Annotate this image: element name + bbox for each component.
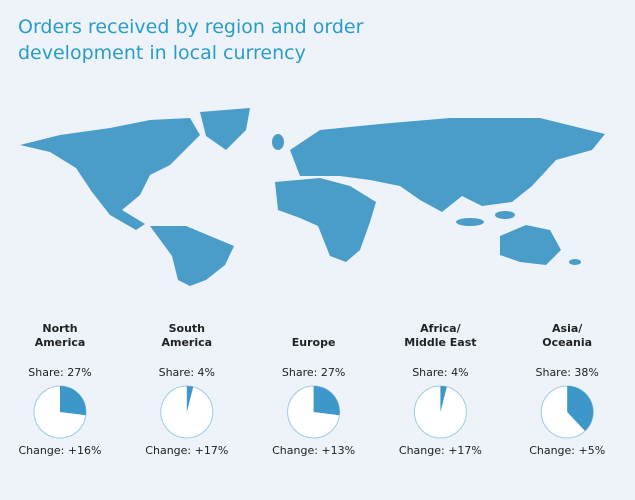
change-label: Change: +17% [398,444,482,457]
change-label: Change: +17% [145,444,229,457]
title: Orders received by region and order deve… [18,16,364,64]
region-label: North America [34,322,86,349]
pie-slice [313,386,340,416]
share-label: Share: 4% [158,366,215,379]
change-label: Change: +13% [272,444,356,457]
share-label: Share: 27% [281,366,346,379]
change-label: Change: +5% [529,444,606,457]
pie-slice [440,386,447,412]
share-label: Share: 27% [28,366,92,379]
change-label: Change: +16% [18,444,102,457]
pie-slice [186,386,194,412]
region-label: Asia/ Oceania [542,322,593,349]
share-label: Share: 38% [535,366,599,379]
world-map [20,108,605,286]
pie-slice [60,386,86,416]
region-label: Africa/ Middle East [404,322,477,349]
region-label: South America [161,322,213,349]
pie-slice [567,386,594,431]
share-label: Share: 4% [412,366,469,379]
region-label: Europe [291,336,336,349]
